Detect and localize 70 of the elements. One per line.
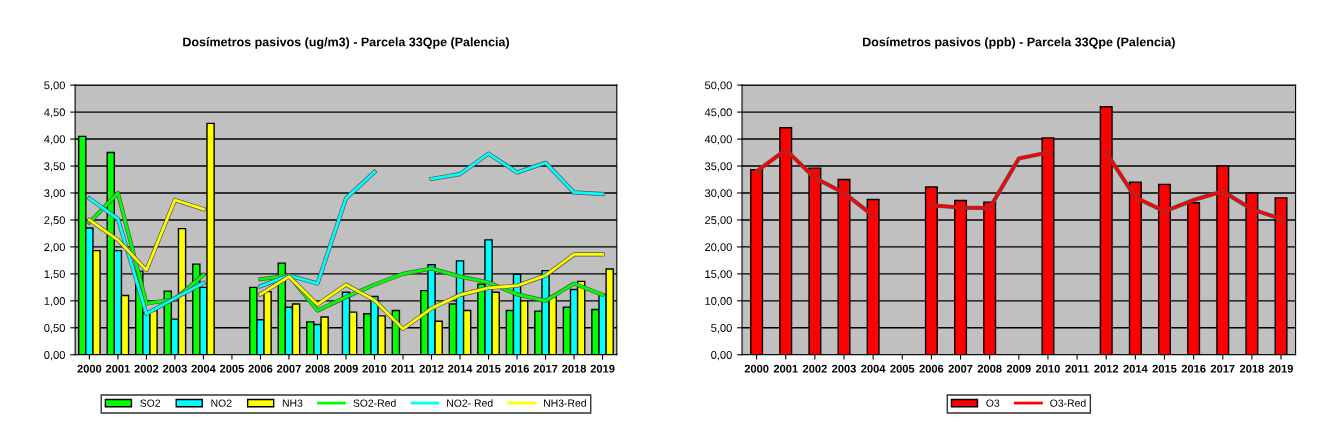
legend-label: NO2: [211, 399, 232, 407]
x-tick-label: 2011: [1065, 364, 1089, 373]
chart-title: Dosímetros pasivos (ppb) - Parcela 33Qpe (Palencia): [863, 37, 1175, 49]
x-tick-label: 2003: [162, 364, 187, 373]
x-tick-label: 2001: [105, 364, 130, 373]
y-tick-label: 10,00: [705, 297, 732, 307]
y-tick-label: 0,50: [44, 324, 65, 334]
x-tick-label: 2019: [590, 364, 615, 373]
x-tick-label: 2002: [802, 364, 827, 373]
legend-label: SO2: [140, 399, 161, 407]
y-tick-label: 3,50: [44, 162, 65, 172]
x-tick-label: 2018: [562, 364, 587, 373]
x-tick-label: 2016: [505, 364, 529, 373]
y-tick-label: 2,50: [44, 216, 65, 226]
legend-label: NH3: [282, 399, 303, 407]
y-tick-label: 4,00: [44, 135, 65, 145]
y-tick-label: 35,00: [704, 162, 732, 172]
x-tick-label: 2017: [1210, 364, 1235, 373]
x-tick-label: 2004: [861, 364, 886, 373]
y-tick-label: 5,00: [711, 324, 732, 334]
x-tick-label: 2008: [977, 364, 1002, 373]
y-tick-label: 20,00: [705, 243, 732, 253]
x-tick-label: 2014: [448, 364, 473, 373]
x-tick-label: 2007: [276, 364, 301, 373]
chart-title: Dosímetros pasivos (ug/m3) - Parcela 33Qpe (Palencia): [183, 37, 509, 49]
y-tick-label: 50,00: [704, 81, 732, 91]
legend-label: NO2- Red: [447, 399, 493, 407]
y-tick-label: 45,00: [704, 108, 732, 118]
x-tick-label: 2003: [832, 364, 856, 373]
x-tick-label: 2015: [476, 364, 501, 373]
y-tick-label: 4,50: [44, 108, 65, 118]
x-tick-label: 2010: [362, 364, 387, 373]
x-tick-label: 2019: [1269, 364, 1293, 373]
x-tick-label: 2006: [919, 364, 944, 373]
x-tick-label: 2009: [334, 364, 358, 373]
x-tick-label: 2007: [948, 364, 973, 373]
x-tick-label: 2015: [1152, 364, 1177, 373]
x-tick-label: 2017: [533, 364, 558, 373]
legend-label: SO2-Red: [353, 399, 396, 407]
y-tick-label: 5,00: [44, 81, 65, 91]
x-tick-label: 2018: [1239, 364, 1264, 373]
y-tick-label: 0,00: [711, 351, 732, 361]
x-tick-label: 2005: [890, 364, 915, 373]
x-tick-label: 2002: [134, 364, 159, 373]
legend-label: O3: [986, 399, 1000, 407]
x-tick-label: 2016: [1181, 364, 1206, 373]
x-tick-label: 2004: [191, 364, 216, 373]
y-tick-label: 2,00: [44, 243, 65, 253]
x-tick-label: 2012: [419, 364, 444, 373]
legend-label: NH3-Red: [544, 399, 586, 407]
legend-label: O3-Red: [1050, 399, 1086, 407]
x-tick-label: 2011: [391, 364, 415, 373]
x-tick-label: 2000: [77, 364, 102, 373]
y-tick-label: 1,00: [44, 297, 65, 307]
y-tick-label: 3,00: [44, 189, 65, 199]
y-tick-label: 40,00: [704, 135, 732, 145]
x-tick-label: 2009: [1006, 364, 1031, 373]
y-tick-label: 15,00: [705, 270, 732, 280]
x-tick-label: 2014: [1123, 364, 1148, 373]
x-tick-label: 2012: [1094, 364, 1119, 373]
y-tick-label: 1,50: [44, 270, 65, 280]
x-tick-label: 2010: [1035, 364, 1060, 373]
y-tick-label: 0,00: [44, 351, 65, 361]
x-tick-label: 2001: [773, 364, 798, 373]
x-tick-label: 2005: [219, 364, 244, 373]
y-tick-label: 30,00: [704, 189, 732, 199]
x-tick-label: 2008: [305, 364, 330, 373]
x-tick-label: 2000: [744, 364, 769, 373]
x-tick-label: 2006: [248, 364, 273, 373]
y-tick-label: 25,00: [705, 216, 732, 226]
